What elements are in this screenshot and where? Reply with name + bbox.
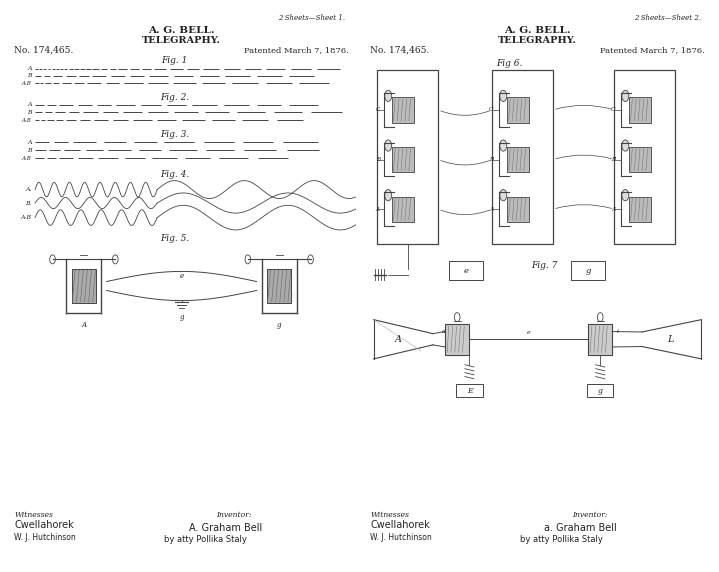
Circle shape — [500, 140, 507, 151]
Circle shape — [112, 255, 118, 264]
Text: L: L — [667, 335, 673, 344]
Text: B.: B. — [25, 201, 32, 205]
Bar — [588, 324, 613, 355]
Text: B: B — [27, 73, 32, 78]
Text: Patented March 7, 1876.: Patented March 7, 1876. — [600, 46, 705, 54]
Text: A·B: A·B — [20, 215, 32, 220]
Text: g: g — [277, 321, 281, 329]
Text: A·B: A·B — [22, 118, 32, 122]
Text: A': A' — [611, 206, 617, 212]
Text: A: A — [376, 206, 380, 212]
Text: by atty Pollika Staly: by atty Pollika Staly — [164, 535, 247, 545]
Circle shape — [500, 90, 507, 101]
Text: C: C — [375, 108, 380, 113]
Text: B': B' — [490, 157, 495, 162]
Text: E: E — [467, 387, 472, 395]
Text: A: A — [395, 335, 401, 344]
Text: g: g — [585, 267, 591, 275]
Circle shape — [308, 255, 313, 264]
Text: A. G. BELL.: A. G. BELL. — [504, 26, 571, 35]
Text: e: e — [464, 267, 469, 275]
Bar — [629, 147, 651, 172]
Circle shape — [622, 140, 629, 151]
Circle shape — [500, 189, 507, 201]
Text: Patented March 7, 1876.: Patented March 7, 1876. — [244, 46, 349, 54]
Text: a: a — [441, 329, 445, 333]
Text: A: A — [27, 140, 32, 145]
Text: B: B — [27, 148, 32, 153]
Bar — [629, 97, 651, 122]
Bar — [629, 197, 651, 222]
Text: A': A' — [490, 206, 495, 212]
Text: W. J. Hutchinson: W. J. Hutchinson — [370, 533, 432, 542]
Text: No. 174,465.: No. 174,465. — [370, 46, 429, 55]
Circle shape — [50, 255, 55, 264]
Text: Fig 6.: Fig 6. — [496, 59, 523, 68]
Text: 2 Sheets—Sheet 1.: 2 Sheets—Sheet 1. — [278, 14, 345, 22]
Text: g: g — [179, 313, 184, 321]
Text: A. Graham Bell: A. Graham Bell — [188, 523, 262, 533]
Text: Fig. 4.: Fig. 4. — [160, 170, 189, 179]
Text: A: A — [27, 66, 32, 71]
Bar — [507, 197, 529, 222]
Text: A·B: A·B — [22, 156, 32, 161]
Text: Fig. 1: Fig. 1 — [161, 56, 188, 65]
Text: Witnesses: Witnesses — [14, 511, 53, 519]
Text: W. J. Hutchinson: W. J. Hutchinson — [14, 533, 76, 542]
Circle shape — [622, 90, 629, 101]
Text: B: B — [27, 110, 32, 115]
Text: A. G. BELL.: A. G. BELL. — [148, 26, 215, 35]
Bar — [377, 70, 438, 244]
Bar — [72, 269, 96, 303]
Text: A·B: A·B — [22, 81, 32, 86]
Text: a. Graham Bell: a. Graham Bell — [544, 523, 617, 533]
Text: Fig. 2.: Fig. 2. — [160, 93, 189, 102]
Text: e: e — [180, 272, 183, 280]
Circle shape — [597, 313, 603, 321]
Text: C': C' — [489, 108, 495, 113]
Text: C': C' — [611, 108, 617, 113]
Text: Inventor:: Inventor: — [572, 511, 608, 519]
Bar — [392, 197, 414, 222]
Bar — [456, 384, 482, 397]
Text: TELEGRAPHY.: TELEGRAPHY. — [498, 36, 577, 45]
Text: e: e — [527, 330, 531, 335]
Text: No. 174,465.: No. 174,465. — [14, 46, 73, 55]
Text: by atty Pollika Staly: by atty Pollika Staly — [520, 535, 603, 545]
Bar — [492, 70, 553, 244]
Circle shape — [385, 140, 392, 151]
Bar — [392, 147, 414, 172]
Bar — [571, 261, 605, 280]
Text: A: A — [81, 321, 86, 329]
Bar — [507, 97, 529, 122]
Circle shape — [454, 313, 460, 321]
Circle shape — [245, 255, 251, 264]
Text: Cwellahorek: Cwellahorek — [370, 521, 430, 530]
Circle shape — [385, 90, 392, 101]
Text: i: i — [617, 329, 618, 333]
Bar — [507, 147, 529, 172]
Text: A.: A. — [25, 187, 32, 192]
Bar — [587, 384, 613, 397]
Text: B': B' — [611, 157, 617, 162]
Text: B: B — [376, 157, 380, 162]
Text: Fig. 5.: Fig. 5. — [160, 235, 189, 244]
Text: Witnesses: Witnesses — [370, 511, 409, 519]
Bar — [614, 70, 675, 244]
Bar — [267, 269, 291, 303]
Text: Cwellahorek: Cwellahorek — [14, 521, 74, 530]
Text: TELEGRAPHY.: TELEGRAPHY. — [142, 36, 221, 45]
Text: g: g — [597, 387, 603, 395]
Circle shape — [385, 189, 392, 201]
Bar — [392, 97, 414, 122]
Bar — [445, 324, 470, 355]
Text: Fig. 7: Fig. 7 — [531, 261, 558, 270]
Text: A: A — [27, 102, 32, 108]
Bar — [449, 261, 483, 280]
Text: Inventor:: Inventor: — [216, 511, 252, 519]
Text: 2 Sheets—Sheet 2.: 2 Sheets—Sheet 2. — [634, 14, 701, 22]
Circle shape — [622, 189, 629, 201]
Text: Fig. 3.: Fig. 3. — [160, 130, 189, 139]
